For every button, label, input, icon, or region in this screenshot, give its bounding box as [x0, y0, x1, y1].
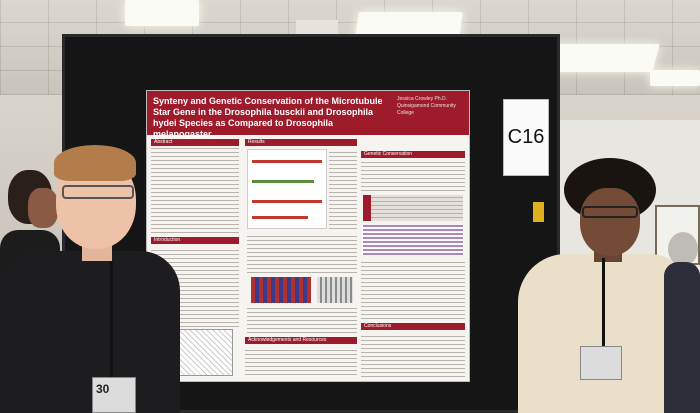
results-text — [329, 149, 357, 229]
gel-figure-2 — [317, 277, 353, 303]
alignment-table — [363, 195, 463, 221]
lanyard — [602, 258, 605, 352]
abstract-text — [151, 148, 239, 233]
poster-title: Synteny and Genetic Conservation of the … — [153, 96, 383, 139]
synteny-figure — [247, 149, 327, 229]
ceiling-light — [650, 70, 700, 86]
booth-sign: C16 — [503, 99, 549, 176]
section-header-abstract: Abstract — [151, 139, 239, 146]
badge-number: 30 — [96, 382, 110, 396]
glasses — [582, 206, 638, 218]
section-header-conclusions: Conclusions — [361, 323, 465, 330]
section-header-genetic-conservation: Genetic Conservation — [361, 151, 465, 158]
conservation-text — [361, 161, 465, 191]
section-header-results: Results — [245, 139, 357, 146]
figure-caption — [247, 307, 357, 333]
poster-affiliation: Quinsigamond Community College — [397, 103, 456, 116]
conclusions-text — [361, 333, 465, 377]
results-text-lower — [247, 233, 357, 273]
yellow-tag — [533, 202, 544, 222]
ceiling-light — [125, 0, 199, 26]
research-poster: Synteny and Genetic Conservation of the … — [146, 90, 470, 382]
name-badge — [580, 346, 622, 380]
name-badge: 30 — [92, 377, 136, 413]
presenter-left: 30 — [0, 145, 180, 413]
alignment-chart — [363, 225, 463, 255]
poster-author: Jessica Crowley Ph.D. — [397, 96, 448, 102]
section-header-introduction: Introduction — [151, 237, 239, 244]
gel-figure — [251, 277, 311, 303]
hair — [54, 145, 136, 181]
booth-number: C16 — [507, 126, 545, 148]
shirt — [0, 251, 180, 413]
acknowledgements-text — [245, 347, 357, 375]
poster-title-bar: Synteny and Genetic Conservation of the … — [147, 91, 469, 139]
poster-authors: Jessica Crowley Ph.D. Quinsigamond Commu… — [397, 96, 467, 117]
face — [580, 188, 640, 256]
section-header-acknowledgements: Acknowledgements and Resources — [245, 337, 357, 344]
conservation-text-lower — [361, 259, 465, 319]
person-background-right — [664, 232, 700, 413]
glasses — [62, 185, 134, 199]
lanyard — [110, 261, 113, 381]
